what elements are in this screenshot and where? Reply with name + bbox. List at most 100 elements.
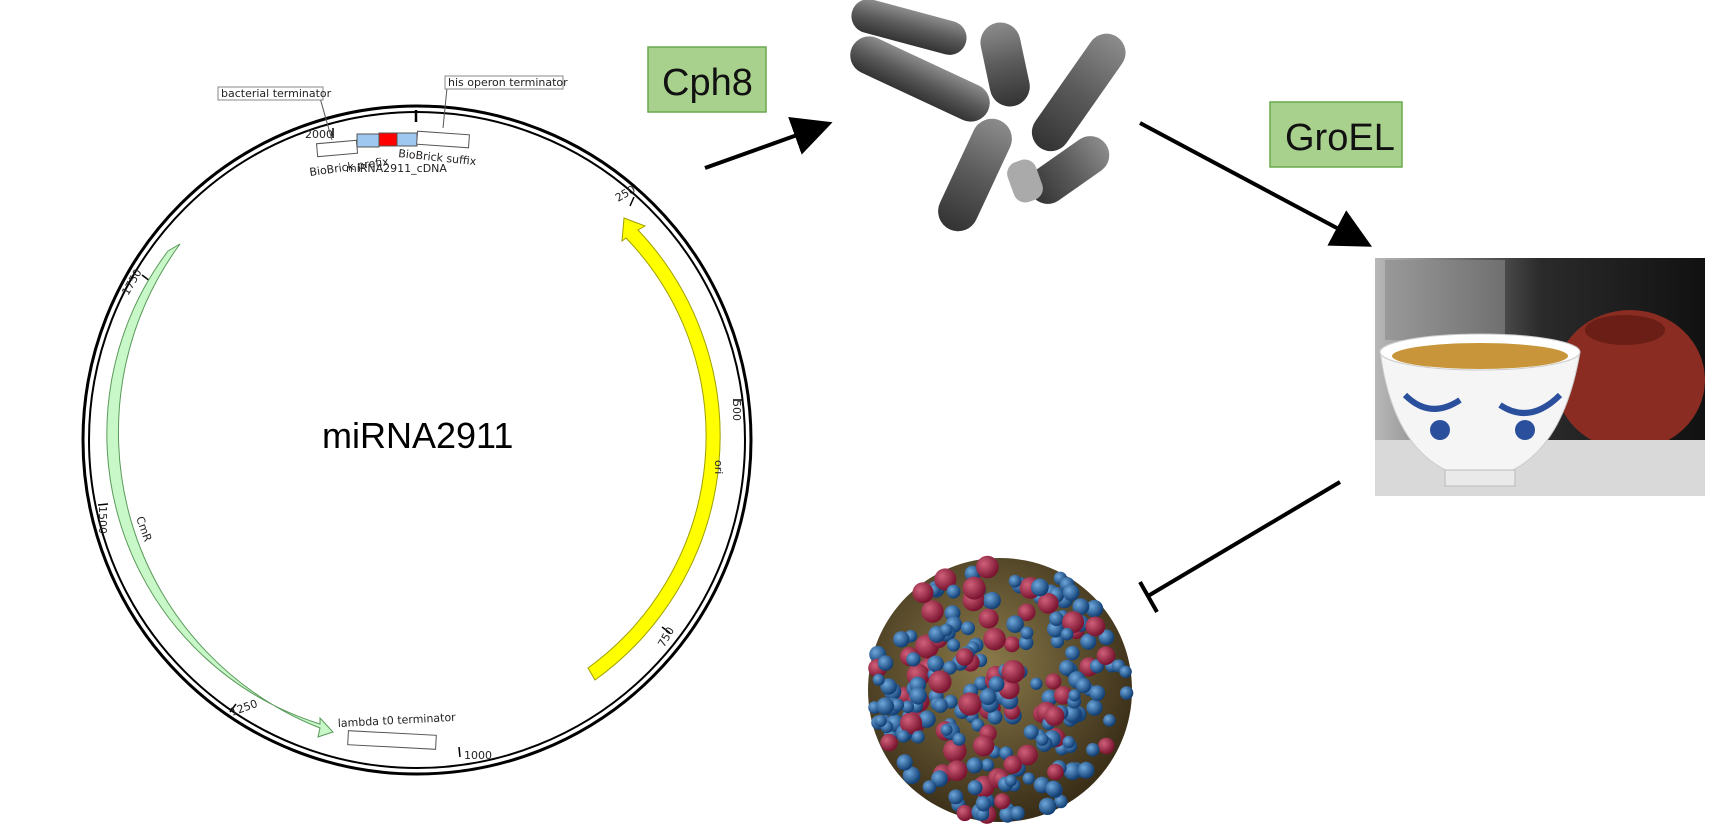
groel-label: GroEL <box>1285 117 1395 159</box>
virus-hemagglutinin-knob <box>946 584 961 599</box>
virus-neuraminidase-knob <box>1017 603 1036 622</box>
virus-hemagglutinin-knob <box>1068 689 1081 702</box>
virus-hemagglutinin-knob <box>901 700 915 714</box>
bacterial-terminator-box <box>316 139 359 158</box>
virus-neuraminidase-knob <box>1003 755 1022 774</box>
tick-label-1500: 1500 <box>96 506 109 534</box>
virus-hemagglutinin-knob <box>1035 733 1049 746</box>
his-operon-terminator-box <box>416 130 470 149</box>
cph8-label: Cph8 <box>662 62 753 104</box>
ori-label: ori <box>712 460 725 474</box>
influenza-virus-image <box>868 555 1134 824</box>
virus-hemagglutinin-knob <box>1062 584 1080 601</box>
virus-neuraminidase-knob <box>1045 673 1062 690</box>
virus-hemagglutinin-knob <box>911 730 925 744</box>
virus-hemagglutinin-knob <box>931 770 948 788</box>
virus-hemagglutinin-knob <box>902 766 921 785</box>
virus-hemagglutinin-knob <box>1054 794 1068 809</box>
virus-hemagglutinin-knob <box>880 678 897 695</box>
tick-label-500: 500 <box>730 400 743 421</box>
bacteria-image <box>850 0 1126 232</box>
virus-hemagglutinin-knob <box>1080 633 1097 650</box>
ori-feature <box>587 217 721 681</box>
virus-hemagglutinin-knob <box>874 714 887 728</box>
his-operon-leader <box>442 87 448 129</box>
virus-hemagglutinin-knob <box>948 789 964 805</box>
virus-neuraminidase-knob <box>955 648 974 666</box>
virus-hemagglutinin-knob <box>975 796 992 812</box>
virus-neuraminidase-knob <box>880 733 898 752</box>
virus-neuraminidase-knob <box>958 692 982 716</box>
virus-hemagglutinin-knob <box>909 687 927 705</box>
virus-hemagglutinin-knob <box>1006 615 1024 633</box>
virus-hemagglutinin-knob <box>1020 626 1034 640</box>
virus-hemagglutinin-knob <box>1060 627 1074 641</box>
virus-hemagglutinin-knob <box>876 697 894 715</box>
virus-hemagglutinin-knob <box>1065 645 1080 661</box>
virus-hemagglutinin-knob <box>897 730 910 743</box>
virus-hemagglutinin-knob <box>1103 714 1116 727</box>
virus-hemagglutinin-knob <box>1098 629 1115 646</box>
virus-neuraminidase-knob <box>1047 763 1064 781</box>
virus-neuraminidase-knob <box>1037 592 1059 614</box>
virus-neuraminidase-knob <box>934 568 957 591</box>
inhibit-bar <box>1138 581 1159 613</box>
top-feature-block <box>316 130 470 158</box>
arrow-plasmid-to-bacteria <box>704 116 833 170</box>
virus-hemagglutinin-knob <box>1008 574 1022 588</box>
bacterial-terminator-leader <box>319 97 333 141</box>
virus-neuraminidase-knob <box>1096 646 1116 665</box>
virus-hemagglutinin-knob <box>1023 724 1039 740</box>
virus-hemagglutinin-knob <box>890 698 905 712</box>
his-operon-terminator-label: his operon terminator <box>448 76 568 89</box>
virus-neuraminidase-knob <box>1098 737 1115 755</box>
tea-cup-image <box>1375 258 1705 496</box>
virus-hemagglutinin-knob <box>976 807 990 821</box>
virus-hemagglutinin-knob <box>918 710 936 728</box>
virus-hemagglutinin-knob <box>1059 659 1075 676</box>
mirna-cdna-box <box>378 132 398 147</box>
virus-hemagglutinin-knob <box>1049 611 1064 626</box>
plasmid-name: miRNA2911 <box>322 415 513 456</box>
virus-hemagglutinin-knob <box>1086 743 1100 757</box>
virus-neuraminidase-knob <box>994 793 1011 810</box>
virus-hemagglutinin-knob <box>1018 635 1034 650</box>
virus-hemagglutinin-knob <box>1062 735 1075 749</box>
lambda-terminator-box <box>347 730 437 750</box>
mirna-cdna-label: miRNA2911_cDNA <box>346 162 447 175</box>
virus-hemagglutinin-knob <box>933 698 948 713</box>
virus-hemagglutinin-knob <box>922 780 937 794</box>
virus-neuraminidase-knob <box>1044 706 1065 727</box>
virus-hemagglutinin-knob <box>1075 677 1092 694</box>
virus-hemagglutinin-knob <box>967 780 983 796</box>
tick-label-750: 750 <box>655 625 677 650</box>
virus-hemagglutinin-knob <box>1010 806 1025 821</box>
bacterial-terminator-label: bacterial terminator <box>221 87 332 100</box>
virus-hemagglutinin-knob <box>1089 685 1106 701</box>
virus-neuraminidase-knob <box>1003 636 1020 653</box>
virus-neuraminidase-knob <box>1017 744 1038 766</box>
arrow-bacteria-to-tea <box>1139 121 1373 247</box>
virus-neuraminidase-knob <box>900 712 923 735</box>
lambda-terminator-label: lambda t0 terminator <box>337 711 456 730</box>
tick-label-1250: 1250 <box>229 697 260 719</box>
virus-neuraminidase-knob <box>978 608 999 629</box>
virus-neuraminidase-knob <box>1001 660 1025 684</box>
virus-hemagglutinin-knob <box>877 655 894 671</box>
virus-hemagglutinin-knob <box>1004 774 1017 787</box>
virus-hemagglutinin-knob <box>1038 797 1057 815</box>
virus-hemagglutinin-knob <box>906 652 921 667</box>
plasmid-ticks <box>97 110 743 758</box>
virus-hemagglutinin-knob <box>1119 686 1134 700</box>
plasmid-backbone-outer <box>81 104 753 776</box>
virus-neuraminidase-knob <box>912 582 934 604</box>
virus-neuraminidase-knob <box>976 555 999 579</box>
cph8-label-box: Cph8 <box>647 46 767 113</box>
groel-label-box: GroEL <box>1269 101 1403 168</box>
virus-hemagglutinin-knob <box>1086 699 1103 716</box>
virus-neuraminidase-knob <box>1085 616 1106 637</box>
biobrick-suffix-box <box>396 132 418 147</box>
virus-hemagglutinin-knob <box>943 660 957 675</box>
virus-hemagglutinin-knob <box>987 709 1003 725</box>
virus-hemagglutinin-knob <box>966 757 983 774</box>
